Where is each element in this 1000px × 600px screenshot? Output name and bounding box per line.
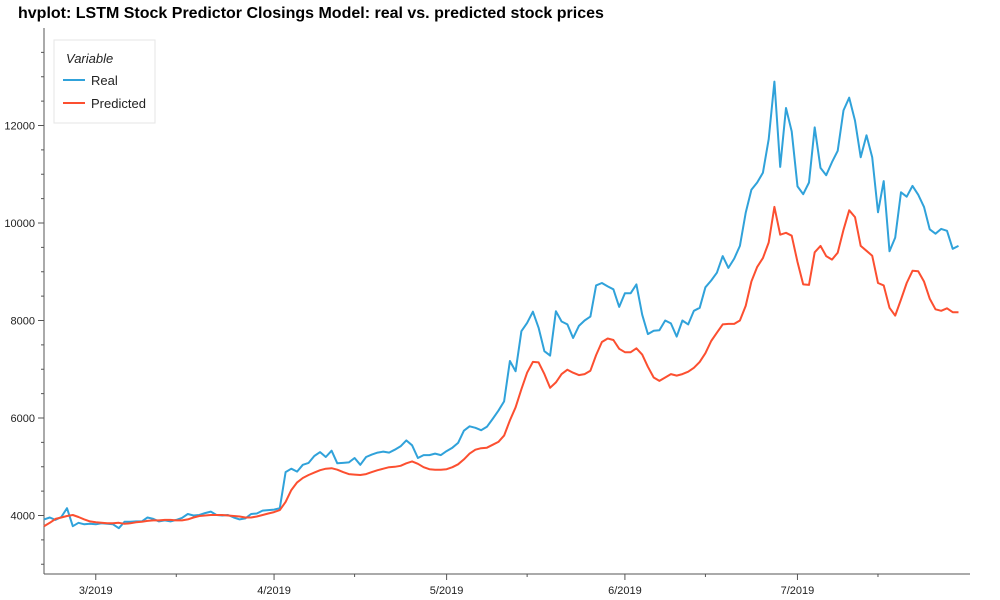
legend-label-predicted[interactable]: Predicted xyxy=(91,96,146,111)
y-tick-label: 6000 xyxy=(11,413,35,425)
series-line-real[interactable] xyxy=(43,80,959,530)
chart-title: hvplot: LSTM Stock Predictor Closings Mo… xyxy=(18,5,604,22)
legend-box xyxy=(53,39,156,124)
y-tick-label: 12000 xyxy=(4,121,35,133)
x-tick-label: 5/2019 xyxy=(430,585,464,597)
x-tick-label: 7/2019 xyxy=(781,585,815,597)
plot-background xyxy=(44,28,970,574)
y-tick-label: 8000 xyxy=(11,316,35,328)
legend-label-real[interactable]: Real xyxy=(91,73,118,88)
series-line-predicted[interactable] xyxy=(43,205,959,528)
x-tick-label: 3/2019 xyxy=(79,585,113,597)
series-group xyxy=(43,80,959,530)
y-axis: 4000 6000 8000 10000 12000 xyxy=(4,28,45,574)
y-tick-label: 10000 xyxy=(4,218,35,230)
x-tick-label: 6/2019 xyxy=(608,585,642,597)
legend-title: Variable xyxy=(66,51,113,66)
x-axis: 3/2019 4/2019 5/2019 6/2019 7/2019 xyxy=(44,573,970,597)
x-tick-label: 4/2019 xyxy=(257,585,291,597)
y-tick-label: 4000 xyxy=(11,511,35,523)
legend: Variable Real Predicted xyxy=(53,39,156,124)
